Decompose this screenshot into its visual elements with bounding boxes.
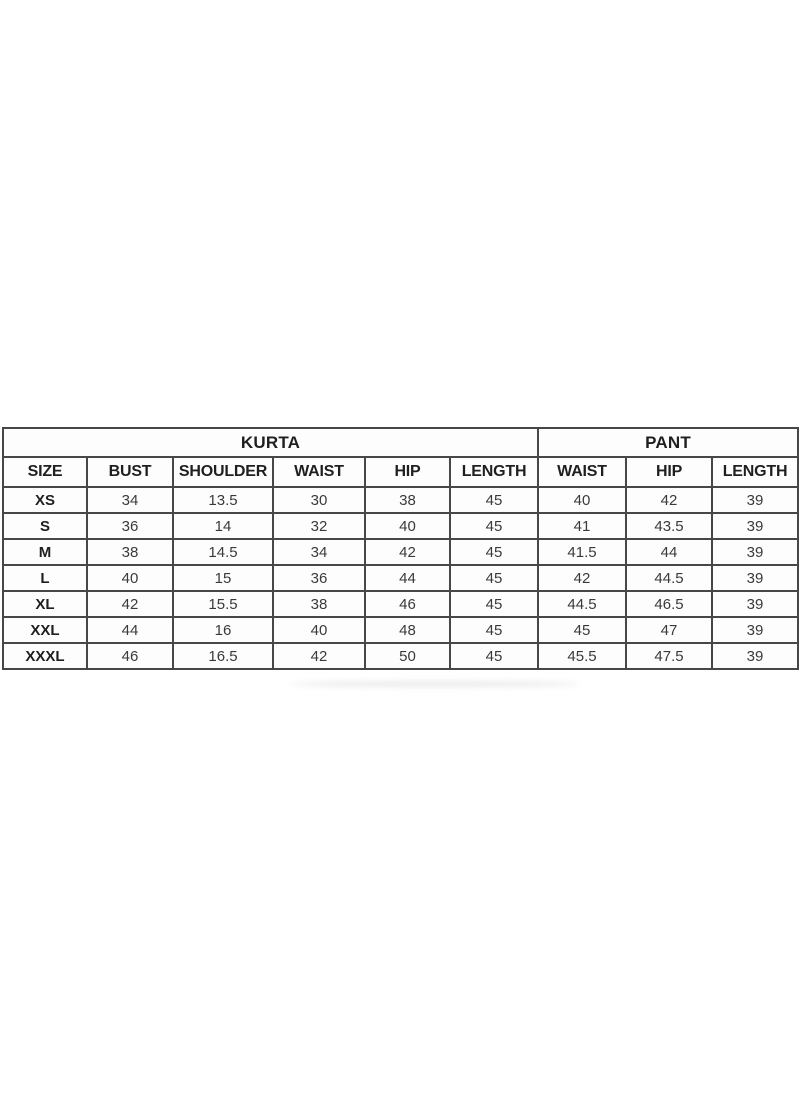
column-header-bust: BUST (86, 456, 174, 488)
measurement-value: 46 (364, 590, 451, 618)
column-header-hip-pant: HIP (625, 456, 714, 488)
measurement-value: 39 (711, 564, 800, 592)
column-header-length-pant: LENGTH (711, 456, 800, 488)
measurement-value: 36 (272, 564, 366, 592)
measurement-value: 30 (272, 486, 366, 514)
size-chart: KURTA PANT SIZE BUST SHOULDER WAIST HIP … (1, 427, 800, 687)
size-chart-table: KURTA PANT SIZE BUST SHOULDER WAIST HIP … (1, 427, 800, 670)
measurement-value: 14 (172, 512, 274, 540)
measurement-value: 13.5 (172, 486, 274, 514)
measurement-value: 42 (364, 538, 451, 566)
measurement-value: 40 (364, 512, 451, 540)
measurement-value: 42 (86, 590, 174, 618)
size-label: XXXL (2, 642, 88, 670)
measurement-value: 38 (364, 486, 451, 514)
measurement-value: 45.5 (537, 642, 628, 670)
measurement-value: 39 (711, 486, 800, 514)
measurement-value: 42 (625, 486, 714, 514)
column-header-row: SIZE BUST SHOULDER WAIST HIP LENGTH WAIS… (2, 456, 800, 488)
column-header-waist-pant: WAIST (537, 456, 628, 488)
measurement-value: 15 (172, 564, 274, 592)
measurement-value: 16.5 (172, 642, 274, 670)
column-header-length-kurta: LENGTH (448, 456, 540, 488)
column-header-size: SIZE (2, 456, 88, 488)
measurement-value: 14.5 (172, 538, 274, 566)
size-row-m: M 38 14.5 34 42 45 41.5 44 39 (2, 538, 800, 566)
size-label: XL (2, 590, 88, 618)
measurement-value: 45 (448, 538, 540, 566)
size-label: XS (2, 486, 88, 514)
group-header-kurta: KURTA (1, 427, 540, 458)
measurement-value: 45 (448, 512, 540, 540)
column-header-shoulder: SHOULDER (172, 456, 274, 488)
group-header-row: KURTA PANT (1, 427, 800, 458)
size-label: M (2, 538, 88, 566)
measurement-value: 40 (537, 486, 628, 514)
measurement-value: 36 (86, 512, 174, 540)
group-header-pant: PANT (537, 427, 800, 458)
column-header-waist-kurta: WAIST (272, 456, 366, 488)
measurement-value: 44.5 (537, 590, 628, 618)
measurement-value: 38 (86, 538, 174, 566)
size-label: XXL (2, 616, 88, 644)
measurement-value: 42 (537, 564, 628, 592)
size-label: L (2, 564, 88, 592)
measurement-value: 32 (272, 512, 366, 540)
measurement-value: 39 (711, 616, 800, 644)
size-label: S (2, 512, 88, 540)
measurement-value: 45 (448, 590, 540, 618)
measurement-value: 39 (711, 642, 800, 670)
measurement-value: 15.5 (172, 590, 274, 618)
measurement-value: 44 (86, 616, 174, 644)
measurement-value: 47 (625, 616, 714, 644)
measurement-value: 41.5 (537, 538, 628, 566)
measurement-value: 44 (364, 564, 451, 592)
measurement-value: 48 (364, 616, 451, 644)
measurement-value: 41 (537, 512, 628, 540)
measurement-value: 39 (711, 512, 800, 540)
measurement-value: 16 (172, 616, 274, 644)
measurement-value: 45 (448, 616, 540, 644)
measurement-value: 44.5 (625, 564, 714, 592)
measurement-value: 47.5 (625, 642, 714, 670)
size-row-s: S 36 14 32 40 45 41 43.5 39 (2, 512, 800, 540)
size-row-xxxl: XXXL 46 16.5 42 50 45 45.5 47.5 39 (2, 642, 800, 670)
measurement-value: 40 (272, 616, 366, 644)
measurement-value: 45 (448, 642, 540, 670)
measurement-value: 40 (86, 564, 174, 592)
jpeg-artifact-smudge (290, 681, 580, 687)
measurement-value: 46 (86, 642, 174, 670)
measurement-value: 39 (711, 538, 800, 566)
measurement-value: 38 (272, 590, 366, 618)
measurement-value: 45 (448, 564, 540, 592)
size-row-xxl: XXL 44 16 40 48 45 45 47 39 (2, 616, 800, 644)
size-row-l: L 40 15 36 44 45 42 44.5 39 (2, 564, 800, 592)
measurement-value: 43.5 (625, 512, 714, 540)
measurement-value: 34 (86, 486, 174, 514)
size-row-xs: XS 34 13.5 30 38 45 40 42 39 (2, 486, 800, 514)
measurement-value: 45 (537, 616, 628, 644)
measurement-value: 34 (272, 538, 366, 566)
measurement-value: 44 (625, 538, 714, 566)
measurement-value: 46.5 (625, 590, 714, 618)
measurement-value: 42 (272, 642, 366, 670)
measurement-value: 39 (711, 590, 800, 618)
measurement-value: 50 (364, 642, 451, 670)
size-row-xl: XL 42 15.5 38 46 45 44.5 46.5 39 (2, 590, 800, 618)
measurement-value: 45 (448, 486, 540, 514)
column-header-hip-kurta: HIP (364, 456, 451, 488)
